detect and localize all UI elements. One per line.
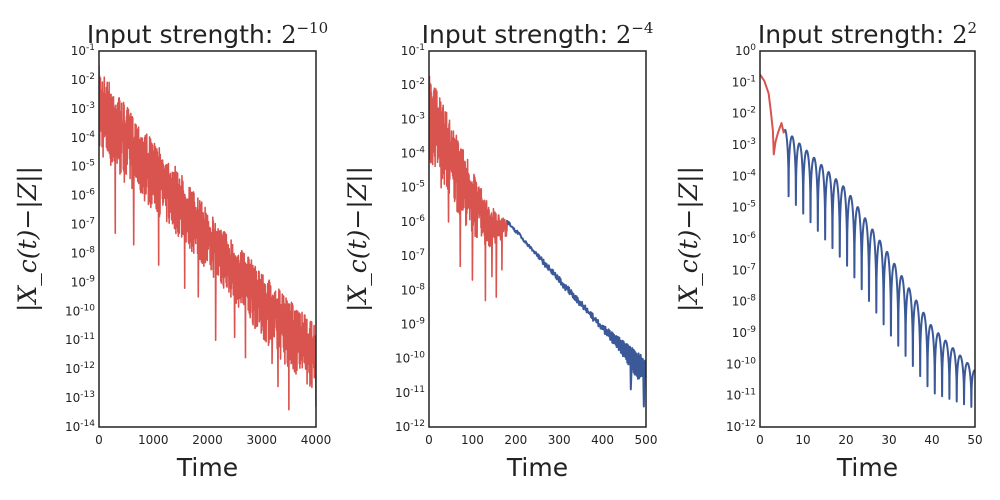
series-line-2: [506, 219, 646, 408]
y-tick-label: 10-12: [65, 361, 95, 376]
x-tick-label: 0: [95, 433, 103, 447]
x-axis-label: Time: [506, 453, 568, 482]
y-tick-label: 10-11: [65, 332, 95, 347]
plot-area: [760, 73, 975, 408]
y-tick-label: 10-2: [71, 72, 95, 87]
axes-frame: [759, 50, 976, 428]
x-tick-label: 2000: [192, 433, 223, 447]
x-tick-label: 0: [425, 433, 433, 447]
series-line-1: [760, 73, 786, 156]
y-axis-label: |X_c(t)−|Z||: [13, 166, 43, 312]
y-tick-label: 10-9: [732, 325, 757, 340]
y-tick-label: 10-10: [65, 303, 95, 318]
plot-area: [429, 75, 646, 408]
x-tick-label: 40: [924, 433, 939, 447]
x-tick-label: 400: [591, 433, 614, 447]
x-tick-label: 50: [967, 433, 982, 447]
x-axis-label: Time: [176, 453, 238, 482]
y-tick-label: 10-6: [401, 214, 426, 229]
y-tick-label: 10-8: [401, 282, 426, 297]
y-tick-label: 10-5: [401, 180, 425, 195]
y-tick-label: 10-6: [71, 188, 96, 203]
x-tick-label: 20: [838, 433, 853, 447]
y-tick-label: 10-11: [395, 385, 425, 400]
y-tick-label: 10-3: [71, 101, 95, 116]
chart-panel-1: 0 1000 2000 3000 4000 10-14 10-13 10-12 10-11 10-…: [13, 19, 331, 482]
x-axis-label: Time: [836, 453, 898, 482]
y-tick-label: 10-8: [732, 294, 757, 309]
y-tick-label: 10-4: [401, 146, 426, 161]
y-tick-label: 10-14: [65, 419, 95, 434]
x-tick-label: 0: [756, 433, 764, 447]
x-tick-label: 4000: [301, 433, 332, 447]
y-tick-label: 10-5: [732, 200, 756, 215]
y-tick-label: 10-12: [395, 419, 425, 434]
y-tick-label: 10-3: [732, 137, 756, 152]
chart-title: Input strength: 2−4: [422, 19, 654, 49]
y-tick-label: 10-2: [732, 106, 756, 121]
x-tick-label: 30: [881, 433, 896, 447]
x-tick-label: 100: [461, 433, 484, 447]
y-tick-label: 10-4: [732, 168, 757, 183]
y-tick-label: 10-7: [732, 262, 756, 277]
x-tick-label: 10: [795, 433, 810, 447]
chart-title: Input strength: 22: [758, 19, 977, 49]
y-axis-label: |X_c(t)−|Z||: [343, 166, 373, 312]
y-tick-label: 10-10: [726, 356, 756, 371]
y-tick-label: 10-10: [395, 351, 425, 366]
chart-panel-2: 0 100 200 300 400 500 10-12 10-11 10-10 10-9 10-8 1…: [343, 19, 657, 482]
axes-frame: [428, 50, 647, 428]
y-tick-label: 10-9: [71, 274, 96, 289]
y-tick-label: 10-2: [401, 77, 425, 92]
y-tick-label: 10-11: [726, 388, 756, 403]
y-tick-label: 10-1: [732, 74, 756, 89]
series-line-1: [429, 75, 508, 302]
y-tick-label: 10-4: [71, 130, 96, 145]
y-tick-label: 10-5: [71, 159, 95, 174]
x-tick-label: 500: [635, 433, 658, 447]
y-tick-label: 10-3: [401, 111, 425, 126]
y-tick-label: 10-7: [401, 248, 425, 263]
series-line-2: [784, 128, 975, 408]
y-tick-label: 10-13: [65, 390, 95, 405]
chart-title: Input strength: 2−10: [87, 19, 328, 49]
x-tick-label: 1000: [138, 433, 169, 447]
y-tick-label: 10-9: [401, 316, 426, 331]
y-tick-label: 100: [735, 43, 756, 58]
y-axis-label: |X_c(t)−|Z||: [674, 166, 704, 312]
y-tick-label: 10-7: [71, 217, 95, 232]
plot-area: [99, 65, 316, 411]
series-line-1: [99, 65, 316, 411]
x-tick-label: 300: [548, 433, 571, 447]
axes-frame: [98, 50, 317, 428]
x-tick-label: 200: [504, 433, 527, 447]
y-tick-label: 10-6: [732, 231, 757, 246]
y-tick-label: 10-8: [71, 245, 96, 260]
chart-panel-3: 0 10 20 30 40 50 10-12 10-11 10-10 10-9 10-8 10-7 10…: [674, 19, 983, 482]
y-tick-label: 10-12: [726, 419, 756, 434]
x-tick-label: 3000: [246, 433, 277, 447]
